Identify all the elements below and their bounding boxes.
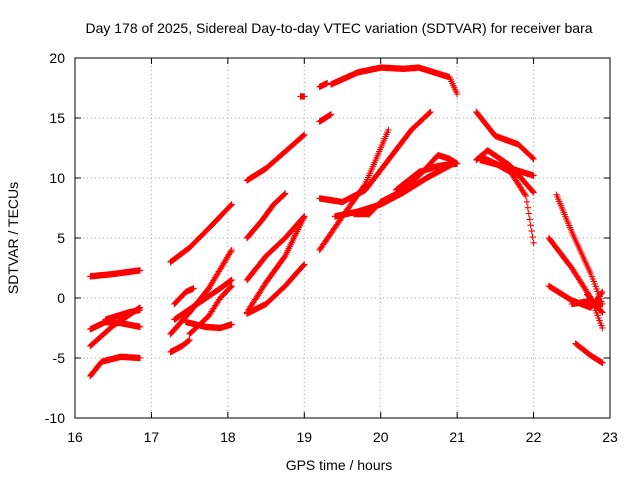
data-points-arc-14 [243,190,289,242]
series-arc-12 [186,282,235,338]
x-tick-label: 17 [144,429,160,445]
data-points-arc-23 [316,108,434,206]
series-arc-1 [87,267,144,280]
y-tick-label: -10 [45,410,65,426]
series-arc-13 [243,131,308,184]
series-arc-30 [476,156,537,179]
series-arc-20 [316,80,331,90]
series-arc-19 [316,111,335,125]
data-points-arc-4 [102,306,144,323]
x-axis-label: GPS time / hours [286,457,393,473]
x-tick-label: 21 [449,429,465,445]
series-arc-26 [392,160,461,194]
x-tick-label: 23 [602,429,618,445]
series-arc-36 [583,291,606,316]
x-tick-label: 20 [373,429,389,445]
data-points-arc-26 [392,160,461,194]
y-axis-label: SDTVAR / TECUs [5,182,21,294]
series-arc-5 [87,353,144,380]
axis-ticks: 16 17 18 19 20 21 22 23 -10 -5 0 5 10 15 20 [45,50,618,445]
grid-lines [75,58,610,418]
series-arc-6 [167,201,235,266]
y-tick-label: 10 [49,170,65,186]
data-points-arc-9 [171,276,235,323]
series-arc-32 [545,234,606,332]
data-points-arc-13 [243,131,308,184]
x-tick-label: 22 [526,429,542,445]
series-arc-35 [572,340,606,366]
chart-title: Day 178 of 2025, Sidereal Day-to-day VTE… [85,20,592,36]
series-arc-4 [102,306,144,323]
series-arc-21 [327,64,461,98]
y-tick-label: 0 [57,290,65,306]
data-points-arc-5 [87,353,144,380]
series-arc-10 [167,336,193,356]
data-points-arc-21 [327,64,461,98]
data-points-arc-18 [297,93,308,100]
series-arc-16 [243,213,308,284]
y-tick-label: 15 [49,110,65,126]
data-points-arc-12 [186,282,235,338]
data-points-arc-20 [316,80,331,90]
series-arc-14 [243,190,289,242]
series-arc-17 [243,261,308,317]
series-arc-9 [171,276,235,323]
data-points-arc-35 [572,340,606,366]
series-arc-18 [297,93,308,100]
data-points-arc-36 [583,291,606,316]
y-tick-label: 20 [49,50,65,66]
data-points-arc-32 [545,234,606,332]
series-arc-27 [473,108,537,162]
series-arc-11 [182,318,235,332]
data-series [87,64,606,380]
data-points-arc-7 [171,285,197,308]
x-tick-label: 16 [67,429,83,445]
data-points-arc-1 [87,267,144,280]
data-points-arc-16 [243,213,308,284]
series-arc-7 [171,285,197,308]
data-points-arc-19 [316,111,335,125]
data-points-arc-6 [167,201,235,266]
data-points-arc-10 [167,336,193,356]
y-tick-label: -5 [53,350,66,366]
series-arc-23 [316,108,434,206]
y-tick-label: 5 [57,230,65,246]
series-arc-31 [553,191,606,308]
data-points-arc-27 [473,108,537,162]
data-points-arc-31 [553,191,606,308]
data-points-arc-17 [243,261,308,317]
x-tick-label: 19 [296,429,312,445]
x-tick-label: 18 [220,429,236,445]
data-points-arc-30 [476,156,537,179]
data-points-arc-11 [182,318,235,332]
